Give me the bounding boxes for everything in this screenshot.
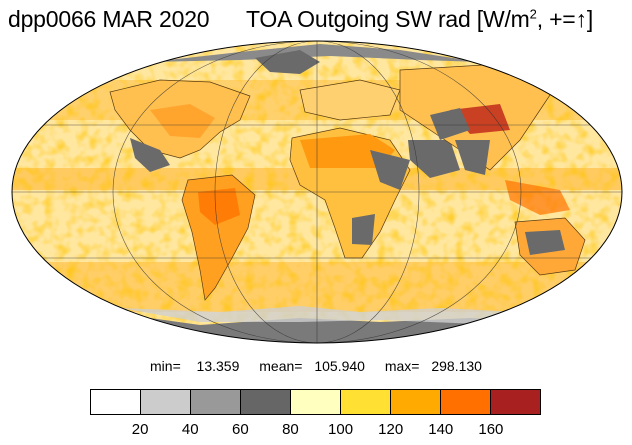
title-sign-convention: , += [536, 6, 576, 32]
colorbar-segment [241, 390, 291, 414]
greenland [255, 50, 320, 74]
plot-title-right: TOA Outgoing SW rad [W/m2, +=↑] [246, 6, 593, 33]
graticule [12, 41, 622, 343]
colorbar-tick-label: 80 [282, 421, 299, 438]
colorbar-tick-label: 140 [428, 421, 454, 438]
max-label: max= [384, 358, 420, 374]
europe [299, 79, 401, 121]
mexico-dark-region [130, 138, 170, 172]
colorbar-segment [391, 390, 441, 414]
colorbar-tick-label: 120 [378, 421, 404, 438]
north-america-dark-patch [150, 104, 215, 138]
arabia-dark [408, 140, 460, 178]
globe-outline [11, 40, 623, 344]
up-arrow-icon: ↑ [575, 6, 588, 32]
arctic [150, 44, 480, 62]
colorbar-segment [341, 390, 391, 414]
colorbar-tick-label: 40 [181, 421, 199, 438]
colorbar-ticks: 20 40 60 80 100 120 140 160 [90, 421, 541, 441]
title-unit-exponent: 2 [529, 6, 537, 22]
amazon-cloud [198, 188, 240, 225]
sahara [300, 134, 395, 168]
colorbar-tick-label: 160 [478, 421, 504, 438]
title-close-bracket: ] [586, 6, 594, 32]
statistics-line: min= 13.359 mean= 105.940 max= 298.130 [0, 358, 632, 374]
central-asia-dark [430, 108, 470, 140]
mean-value: 105.940 [314, 358, 365, 374]
australia-dark [525, 230, 565, 255]
colorbar-segment [191, 390, 241, 414]
colorbar-segment [141, 390, 191, 414]
mean-label: mean= [259, 358, 303, 374]
colorbar-segment [441, 390, 491, 414]
antarctica [12, 318, 620, 343]
plot-title-left: dpp0066 MAR 2020 [8, 6, 210, 32]
colorbar-tick-label: 60 [231, 421, 249, 438]
colorbar-segment [491, 390, 540, 414]
colorbar-segment [91, 390, 141, 414]
colorbar-tick-label: 20 [131, 421, 149, 438]
colorbar-segment [291, 390, 341, 414]
colorbar-tick-label: 100 [328, 421, 354, 438]
sahel-dark [370, 150, 410, 190]
max-value: 298.130 [431, 358, 482, 374]
antarctica-edge [120, 306, 560, 324]
title-variable: TOA Outgoing SW rad [W/m [246, 6, 530, 32]
india-dark [455, 140, 490, 175]
min-label: min= [150, 358, 181, 374]
min-value: 13.359 [196, 358, 240, 374]
southern-africa-dark [352, 214, 375, 245]
colorbar [90, 389, 541, 415]
